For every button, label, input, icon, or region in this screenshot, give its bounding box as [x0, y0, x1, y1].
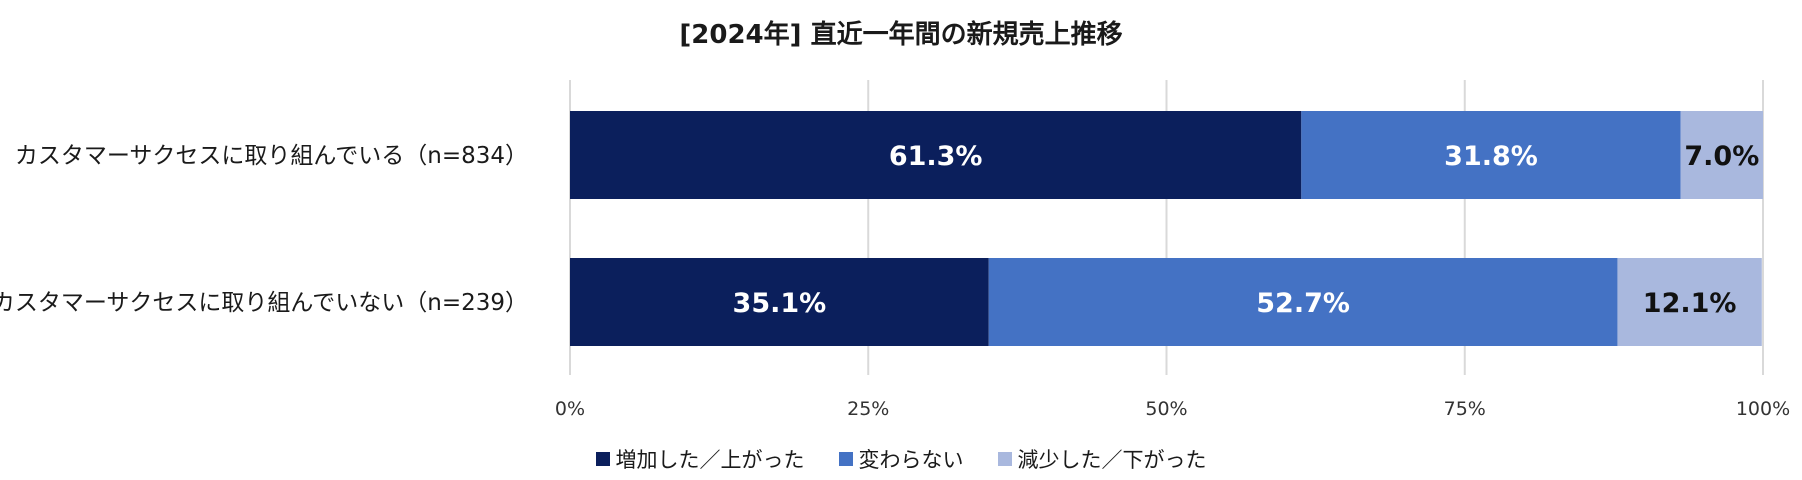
x-tick-label-100: 100% — [1736, 398, 1790, 420]
x-tick-label-75: 75% — [1444, 398, 1486, 420]
x-tick-label-25: 25% — [847, 398, 889, 420]
bar-not-engaged-unchanged — [988, 258, 1618, 346]
data-label-not-engaged-decreased: 12.1% — [1643, 288, 1737, 319]
bar-engaged-decreased — [1680, 111, 1763, 199]
bar-engaged-increased — [570, 111, 1302, 199]
legend-label-unchanged: 変わらない — [858, 448, 964, 472]
legend-item-unchanged: 変わらない — [838, 444, 964, 474]
category-label-engaged: カスタマーサクセスに取り組んでいる（n=834） — [15, 143, 528, 169]
legend-label-increased: 増加した／上がった — [615, 448, 805, 472]
legend-swatch-decreased — [997, 452, 1012, 466]
x-tick-label-50: 50% — [1145, 398, 1187, 420]
legend-item-increased: 増加した／上がった — [595, 444, 805, 474]
data-label-engaged-unchanged: 31.8% — [1444, 141, 1538, 172]
legend-label-decreased: 減少した／下がった — [1017, 448, 1207, 472]
category-label-not-engaged: カスタマーサクセスに取り組んでいない（n=239） — [0, 290, 528, 316]
chart-title: [2024年] 直近一年間の新規売上推移 — [679, 20, 1123, 50]
data-label-not-engaged-increased: 35.1% — [733, 288, 827, 319]
bar-not-engaged-decreased — [1617, 258, 1762, 346]
legend-swatch-increased — [595, 452, 610, 466]
bar-engaged-unchanged — [1301, 111, 1681, 199]
data-label-not-engaged-unchanged: 52.7% — [1256, 288, 1350, 319]
x-tick-label-0: 0% — [555, 398, 585, 420]
legend-swatch-unchanged — [838, 452, 853, 466]
bar-not-engaged-increased — [570, 258, 989, 346]
data-label-engaged-decreased: 7.0% — [1684, 141, 1759, 172]
chart-legend: 増加した／上がった 変わらない 減少した／下がった — [0, 444, 1802, 474]
legend-item-decreased: 減少した／下がった — [997, 444, 1207, 474]
data-label-engaged-increased: 61.3% — [889, 141, 983, 172]
